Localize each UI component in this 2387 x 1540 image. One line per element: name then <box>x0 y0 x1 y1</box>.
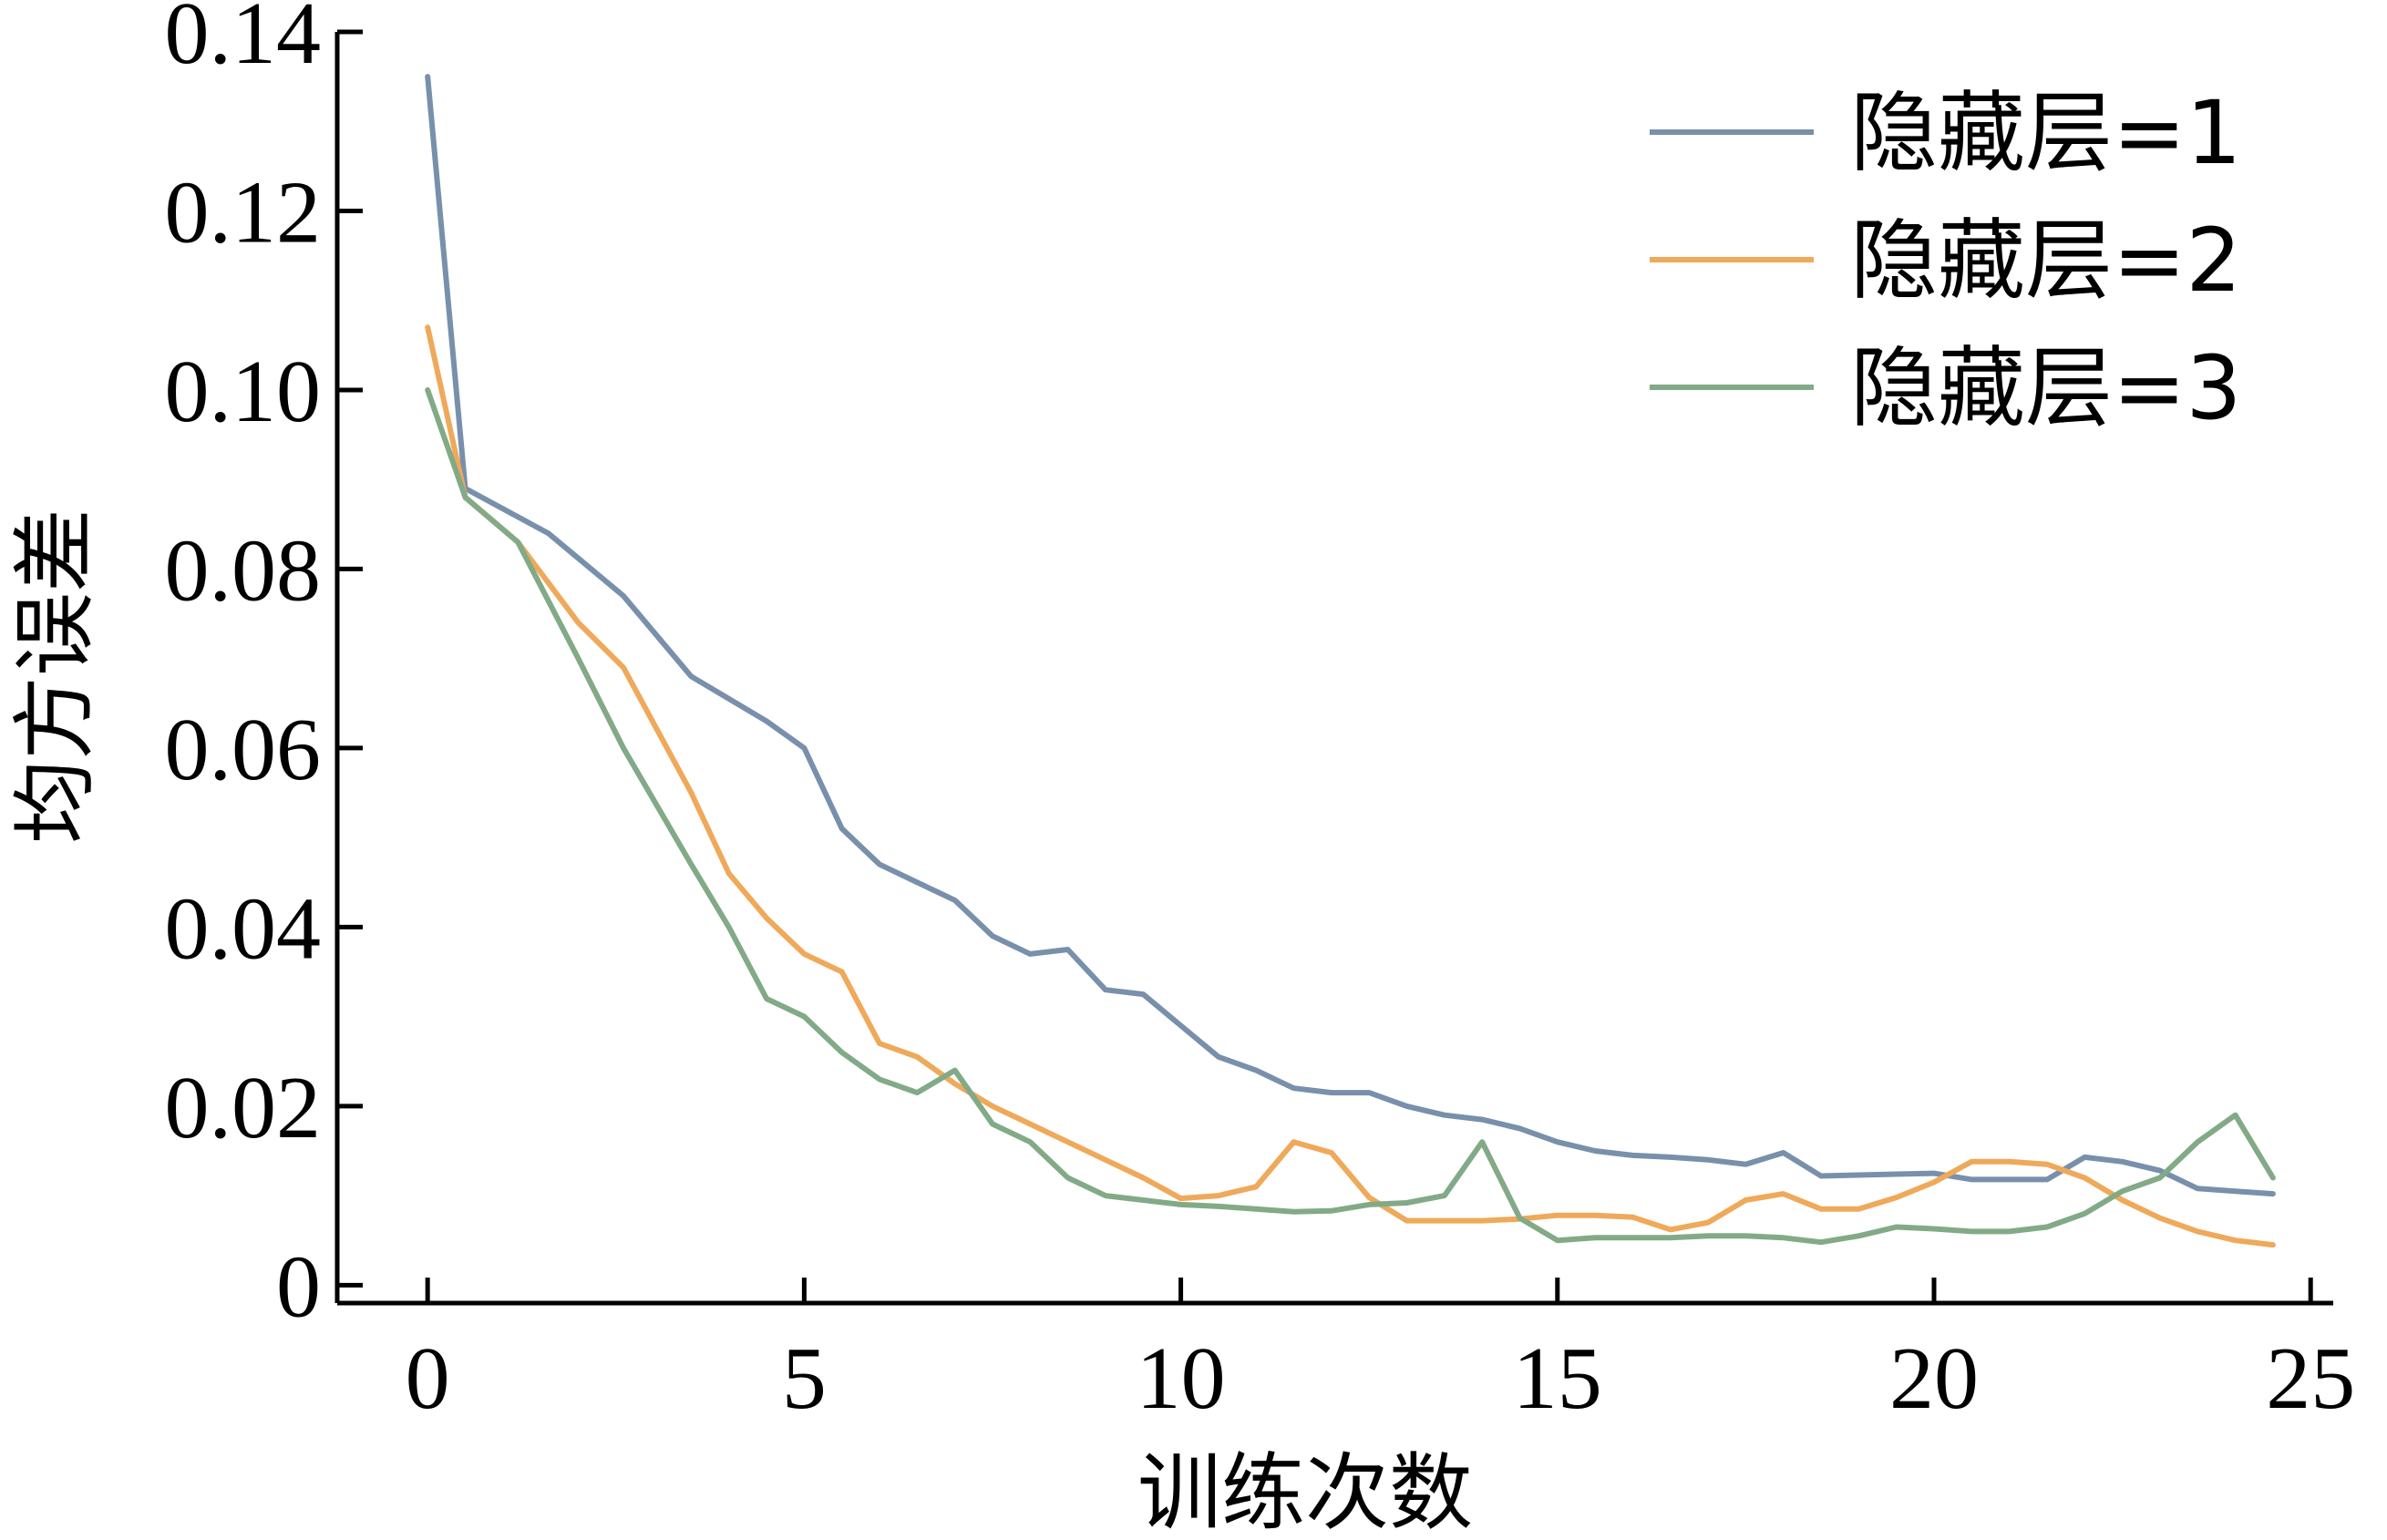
x-tick-label: 25 <box>2266 1330 2355 1428</box>
x-tick-label: 20 <box>1889 1330 1979 1428</box>
y-tick-label: 0.12 <box>165 163 322 262</box>
y-tick-label: 0.08 <box>165 521 322 620</box>
y-tick-label: 0.06 <box>165 701 322 799</box>
x-ticks: 0 5 10 15 20 25 <box>406 1278 2355 1428</box>
y-axis-title: 均方误差 <box>6 508 104 844</box>
x-axis-title: 训练次数 <box>1137 1444 1473 1540</box>
y-tick-label: 0.04 <box>165 879 322 978</box>
y-ticks: 0 0.02 0.04 0.06 0.08 0.10 0.12 0.14 <box>165 0 363 1336</box>
x-tick-label: 5 <box>782 1330 827 1428</box>
axes <box>334 32 2333 1306</box>
legend-label-3: 隐藏层=3 <box>1850 337 2242 439</box>
y-tick-label: 0.14 <box>165 0 322 83</box>
y-tick-label: 0 <box>276 1237 321 1336</box>
x-tick-label: 15 <box>1513 1330 1602 1428</box>
series-line-2 <box>425 324 2276 1248</box>
series-line-3 <box>425 387 2276 1246</box>
x-tick-label: 10 <box>1137 1330 1226 1428</box>
legend: 隐藏层=1 隐藏层=2 隐藏层=3 <box>1650 82 2242 439</box>
y-tick-label: 0.02 <box>165 1059 322 1157</box>
legend-label-2: 隐藏层=2 <box>1850 210 2242 312</box>
y-tick-label: 0.10 <box>165 343 322 441</box>
series-lines <box>425 74 2276 1248</box>
series-line-1 <box>425 74 2276 1197</box>
legend-label-1: 隐藏层=1 <box>1850 82 2242 184</box>
x-tick-label: 0 <box>406 1330 450 1428</box>
